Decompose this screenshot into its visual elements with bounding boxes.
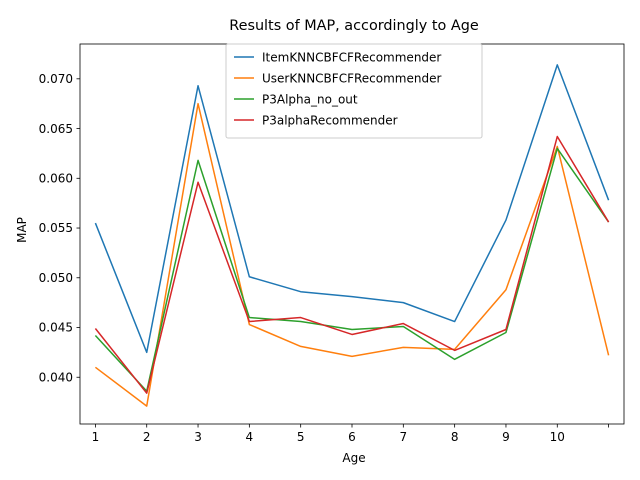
x-tick-label: 10: [550, 430, 565, 444]
legend-box: [225, 43, 483, 139]
y-tick-label: 0.060: [39, 171, 73, 185]
y-tick-label: 0.055: [39, 221, 73, 235]
x-tick-label: 2: [143, 430, 151, 444]
legend-entry-1: UserKNNCBFCFRecommender: [262, 71, 441, 85]
y-tick-label: 0.040: [39, 370, 73, 384]
legend-entry-0: ItemKNNCBFCFRecommender: [262, 50, 441, 64]
y-tick-label: 0.050: [39, 271, 73, 285]
series-line-1: [94, 102, 610, 407]
series-line-0: [94, 64, 610, 354]
x-tick-label: 3: [194, 430, 202, 444]
legend-entry-3: P3alphaRecommender: [262, 113, 398, 127]
x-axis-label: Age: [342, 451, 365, 465]
x-tick-label: 8: [451, 430, 459, 444]
series-line-2: [94, 147, 610, 392]
legend-entry-2: P3Alpha_no_out: [262, 92, 358, 106]
series-line-3: [94, 135, 610, 394]
y-tick-label: 0.065: [39, 122, 73, 136]
plot-area: 1 2 3 4 5 6 7 8 9 10 0.040 0.045 0.050 0.055 0.060 0.06…: [39, 43, 625, 444]
y-axis-label: MAP: [15, 217, 29, 243]
y-tick-label: 0.045: [39, 321, 73, 335]
x-tick-label: 4: [246, 430, 254, 444]
legend: ItemKNNCBFCFRecommender UserKNNCBFCFRecom…: [225, 43, 483, 139]
x-tick-label: 6: [348, 430, 356, 444]
chart-title: Results of MAP, accordingly to Age: [229, 18, 479, 34]
x-tick-label: 9: [502, 430, 510, 444]
x-tick-label: 1: [92, 430, 100, 444]
x-tick-label: 7: [400, 430, 408, 444]
y-tick-label: 0.070: [39, 72, 73, 86]
x-tick-label: 5: [297, 430, 305, 444]
